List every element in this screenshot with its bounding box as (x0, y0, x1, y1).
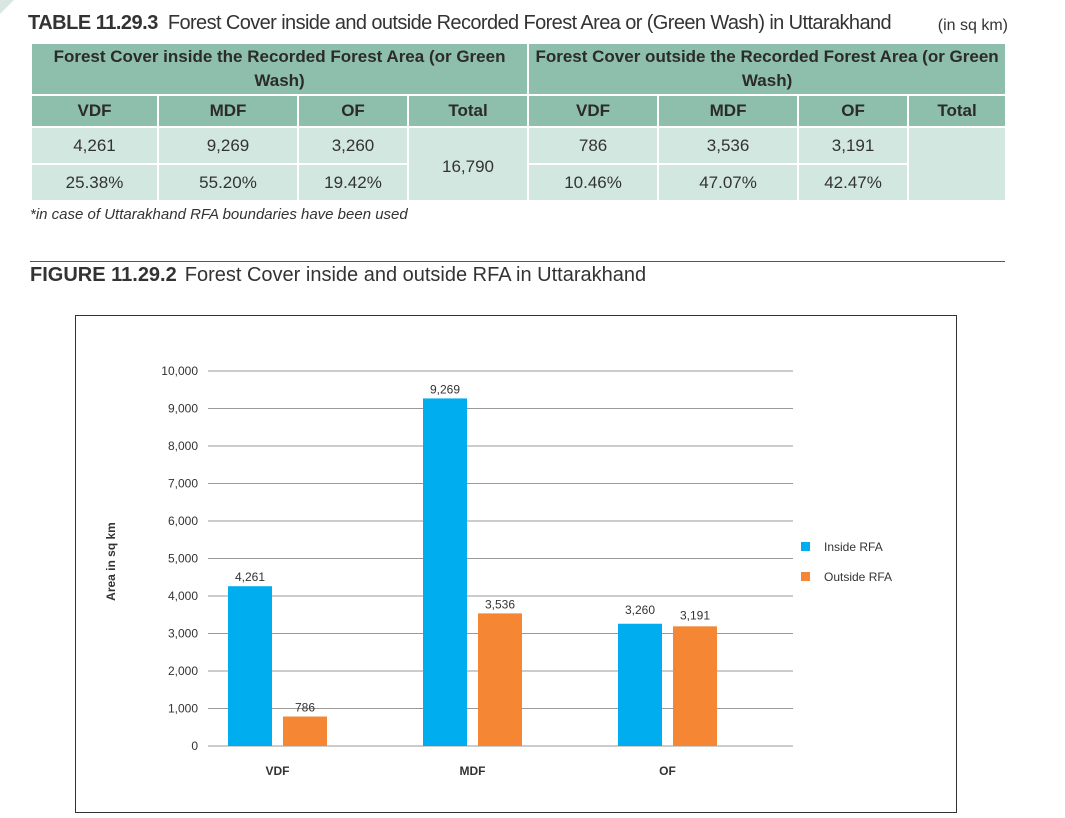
data-label: 3,260 (625, 603, 655, 617)
table-title: TABLE 11.29.3 Forest Cover inside and out… (28, 12, 1008, 40)
chart-frame: 0 1,000 2,000 3,000 4,000 5,000 6,000 7,000 8,00… (75, 315, 957, 813)
data-label: 786 (295, 701, 315, 715)
cell-pct-outside-of: 42.47% (797, 163, 910, 202)
bar-outside-rfa-mdf (478, 613, 522, 746)
table-unit: (in sq km) (937, 17, 1008, 34)
y-tick-label: 3,000 (168, 627, 198, 641)
page-corner-decoration (0, 0, 14, 14)
table-row-percent: 25.38% 55.20% 19.42% 10.46% 47.07% 42.47… (30, 163, 1006, 202)
bar-chart: 0 1,000 2,000 3,000 4,000 5,000 6,000 7,000 8,00… (104, 364, 892, 778)
forest-cover-table: Forest Cover inside the Recorded Forest … (29, 42, 1008, 202)
y-tick-label: 8,000 (168, 439, 198, 453)
col-header-inside-of: OF (297, 94, 409, 128)
cell-area-outside-total (907, 126, 1008, 202)
x-tick-label: OF (659, 764, 676, 778)
group-header-inside: Forest Cover inside the Recorded Forest … (29, 42, 530, 96)
cell-area-inside-of: 3,260 (297, 126, 409, 165)
y-tick-label: 7,000 (168, 477, 198, 491)
col-header-outside-vdf: VDF (527, 94, 660, 128)
y-tick-label: 9,000 (168, 402, 198, 416)
legend-label: Outside RFA (824, 570, 892, 584)
data-label: 3,536 (485, 597, 515, 611)
bar-outside-rfa-of (673, 626, 717, 746)
cell-pct-outside-vdf: 10.46% (527, 163, 660, 202)
bar-inside-rfa-of (618, 623, 662, 746)
bar-outside-rfa-vdf (283, 716, 327, 746)
cell-area-inside-vdf: 4,261 (30, 126, 159, 165)
y-tick-label: 10,000 (161, 364, 198, 378)
cell-pct-inside-mdf: 55.20% (157, 163, 299, 202)
legend-swatch-outside-rfa (801, 572, 810, 581)
group-header-outside: Forest Cover outside the Recorded Forest… (527, 42, 1008, 96)
cell-pct-inside-vdf: 25.38% (30, 163, 159, 202)
cell-area-inside-total: 16,790 (406, 126, 530, 202)
x-tick-label: VDF (266, 764, 290, 778)
col-header-outside-total: Total (907, 94, 1008, 128)
col-header-outside-mdf: MDF (657, 94, 800, 128)
cell-pct-inside-of: 19.42% (297, 163, 409, 202)
figure-title: FIGURE 11.29.2 Forest Cover inside and ou… (30, 264, 646, 287)
data-label: 9,269 (430, 382, 460, 396)
col-header-inside-vdf: VDF (30, 94, 159, 128)
cell-area-inside-mdf: 9,269 (157, 126, 299, 165)
data-label: 4,261 (235, 570, 265, 584)
y-tick-label: 6,000 (168, 514, 198, 528)
col-header-outside-of: OF (797, 94, 910, 128)
figure-number: FIGURE 11.29.2 (30, 264, 177, 286)
y-axis-label: Area in sq km (104, 522, 118, 601)
cell-area-outside-of: 3,191 (797, 126, 910, 165)
table-row-area: 4,261 9,269 3,260 16,790 786 3,536 3,191 (30, 126, 1008, 202)
legend-swatch-inside-rfa (801, 542, 810, 551)
table-footnote: *in case of Uttarakhand RFA boundaries h… (30, 206, 408, 223)
y-tick-label: 5,000 (168, 552, 198, 566)
bar-inside-rfa-mdf (423, 398, 467, 746)
y-tick-label: 0 (191, 739, 198, 753)
table-number: TABLE 11.29.3 (28, 12, 158, 34)
bar-inside-rfa-vdf (228, 586, 272, 746)
x-tick-label: MDF (460, 764, 486, 778)
col-header-inside-total: Total (406, 94, 530, 128)
cell-area-outside-vdf: 786 (527, 126, 660, 165)
figure-divider (30, 261, 1005, 262)
y-tick-label: 4,000 (168, 589, 198, 603)
cell-pct-outside-mdf: 47.07% (657, 163, 800, 202)
y-tick-label: 1,000 (168, 702, 198, 716)
data-label: 3,191 (680, 608, 710, 622)
col-header-inside-mdf: MDF (157, 94, 299, 128)
y-tick-label: 2,000 (168, 664, 198, 678)
table-title-text: Forest Cover inside and outside Recorded… (167, 12, 892, 34)
figure-title-text: Forest Cover inside and outside RFA in U… (184, 264, 647, 286)
cell-area-outside-mdf: 3,536 (657, 126, 800, 165)
legend-label: Inside RFA (824, 540, 883, 554)
